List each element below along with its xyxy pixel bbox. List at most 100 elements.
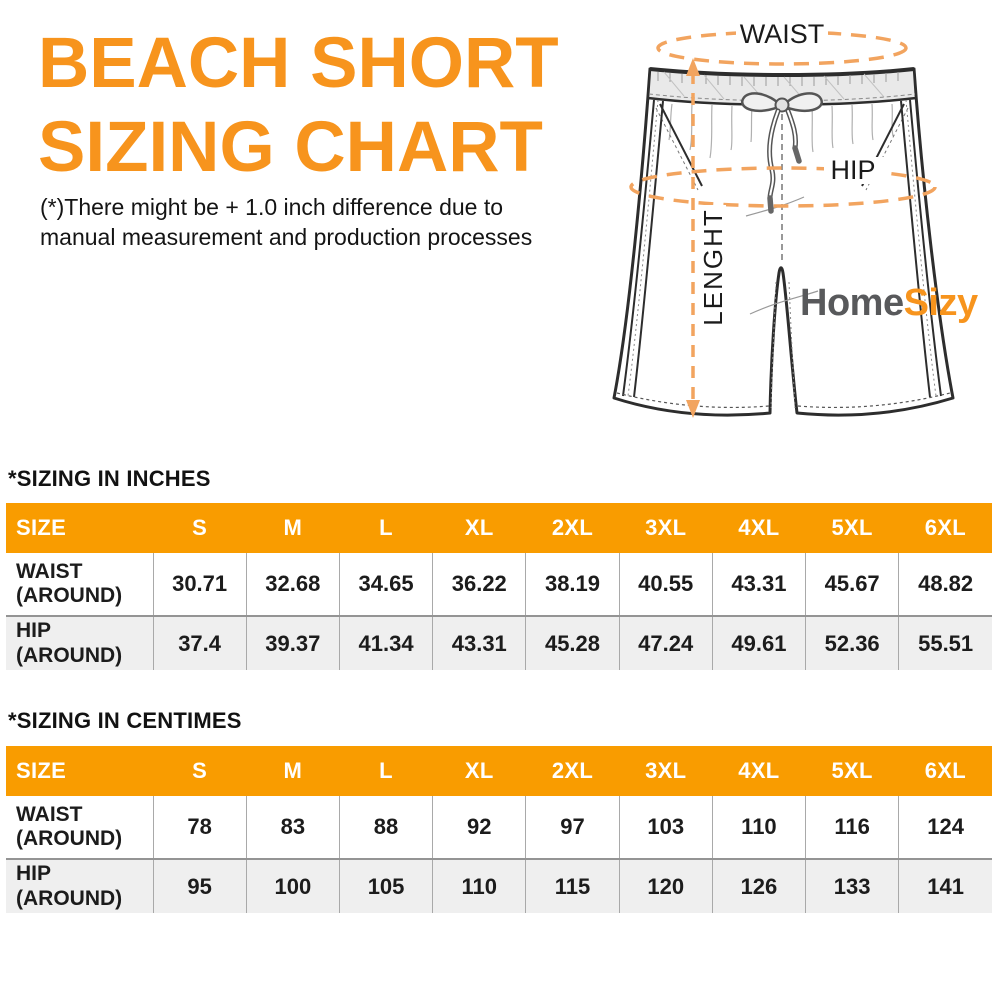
drawstring-right-tail-inner <box>787 110 797 149</box>
table-row: HIP (AROUND) 95 100 105 110 115 120 126 133 141 <box>6 858 992 913</box>
table-cell: 30.71 <box>152 553 247 616</box>
hip-label-bg <box>824 157 884 184</box>
column-header-5xl: 5XL <box>805 503 899 553</box>
right-side-stripe <box>900 99 942 398</box>
inseam-stitch-left <box>770 281 777 409</box>
hip-measure-ellipse <box>629 166 937 208</box>
title-line-1: BEACH SHORT <box>38 24 559 103</box>
table-cell: 120 <box>618 858 713 913</box>
column-header-s: S <box>153 746 247 796</box>
brand-logo-home: Home <box>800 282 904 324</box>
column-header-2xl: 2XL <box>525 503 620 553</box>
row-label: WAIST (AROUND) <box>6 796 153 859</box>
drawstring-right-loop <box>780 92 823 113</box>
table-cell: 43.31 <box>711 553 806 616</box>
column-header-xl: XL <box>432 746 526 796</box>
row-label: HIP (AROUND) <box>6 615 153 670</box>
table-cell: 36.22 <box>432 553 526 616</box>
table-cell: 124 <box>898 796 992 859</box>
table-cell: 88 <box>338 796 433 859</box>
row-label: WAIST (AROUND) <box>6 553 153 616</box>
cm-table-heading: *SIZING IN CENTIMES <box>8 708 242 733</box>
table-cell: 45.67 <box>805 553 899 616</box>
length-arrowhead-up <box>686 58 700 76</box>
column-header-6xl: 6XL <box>898 503 992 553</box>
disclaimer-line-1: (*)There might be + 1.0 inch difference … <box>40 194 504 220</box>
inches-table: SIZE S M L XL 2XL 3XL 4XL 5XL 6XL WAIST (AROUND) 3… <box>6 503 992 670</box>
waistband-top-edge <box>649 67 915 77</box>
table-row: WAIST (AROUND) 30.71 32.68 34.65 36.22 38.19 4… <box>6 553 992 616</box>
brand-logo: HomeSizy <box>800 282 978 324</box>
shorts-figure: WAIST HIP LENGHT HomeSizy <box>600 0 1000 460</box>
table-cell: 41.34 <box>338 615 433 670</box>
page-title: BEACH SHORT SIZING CHART <box>38 22 559 190</box>
column-header-m: M <box>246 503 340 553</box>
table-cell: 126 <box>711 858 806 913</box>
row-label: HIP (AROUND) <box>6 858 153 913</box>
column-header-m: M <box>246 746 340 796</box>
inches-header-row: SIZE S M L XL 2XL 3XL 4XL 5XL 6XL <box>6 503 992 553</box>
title-line-2: SIZING CHART <box>38 108 543 187</box>
length-arrowhead-down <box>686 400 700 418</box>
table-cell: 141 <box>898 858 992 913</box>
left-side-stripe-stitch <box>627 99 659 397</box>
table-cell: 49.61 <box>711 615 806 670</box>
inseam-stitch-right <box>788 281 796 409</box>
table-cell: 133 <box>805 858 899 913</box>
table-row: WAIST (AROUND) 78 83 88 92 97 103 110 116 124 <box>6 796 992 859</box>
size-column-header: SIZE <box>6 746 153 796</box>
table-cell: 103 <box>618 796 713 859</box>
column-header-l: L <box>339 503 433 553</box>
size-column-header: SIZE <box>6 503 153 553</box>
table-cell: 92 <box>432 796 526 859</box>
column-header-4xl: 4XL <box>712 746 806 796</box>
table-cell: 38.19 <box>525 553 620 616</box>
table-cell: 110 <box>432 858 526 913</box>
disclaimer-text: (*)There might be + 1.0 inch difference … <box>40 192 532 252</box>
table-cell: 34.65 <box>338 553 433 616</box>
table-cell: 55.51 <box>898 615 992 670</box>
inches-table-heading: *SIZING IN INCHES <box>8 466 211 491</box>
disclaimer-line-2: manual measurement and production proces… <box>40 224 533 250</box>
column-header-6xl: 6XL <box>898 746 992 796</box>
column-header-3xl: 3XL <box>619 503 713 553</box>
table-cell: 45.28 <box>525 615 620 670</box>
table-cell: 40.55 <box>618 553 713 616</box>
right-side-stripe-stitch <box>905 99 937 397</box>
drawstring-left-loop <box>741 92 784 113</box>
length-label: LENGHT <box>698 208 728 325</box>
waist-label: WAIST <box>740 19 825 49</box>
table-cell: 47.24 <box>618 615 713 670</box>
waistband-gather-ticks <box>657 72 899 86</box>
table-cell: 105 <box>338 858 433 913</box>
column-header-xl: XL <box>432 503 526 553</box>
drawstring-left-aglet <box>767 195 774 214</box>
cm-table: SIZE S M L XL 2XL 3XL 4XL 5XL 6XL WAIST (AROUND) 7… <box>6 746 992 913</box>
table-cell: 95 <box>152 858 247 913</box>
column-header-3xl: 3XL <box>619 746 713 796</box>
table-cell: 115 <box>525 858 620 913</box>
table-cell: 48.82 <box>898 553 992 616</box>
table-cell: 32.68 <box>245 553 340 616</box>
waist-label-bg <box>736 19 828 49</box>
column-header-5xl: 5XL <box>805 746 899 796</box>
table-cell: 97 <box>525 796 620 859</box>
drawstring-left-tail-inner <box>768 110 779 199</box>
column-header-2xl: 2XL <box>525 746 620 796</box>
table-cell: 52.36 <box>805 615 899 670</box>
table-cell: 110 <box>711 796 806 859</box>
left-side-stripe <box>622 99 664 398</box>
column-header-l: L <box>339 746 433 796</box>
column-header-4xl: 4XL <box>712 503 806 553</box>
table-cell: 100 <box>245 858 340 913</box>
cm-header-row: SIZE S M L XL 2XL 3XL 4XL 5XL 6XL <box>6 746 992 796</box>
table-cell: 39.37 <box>245 615 340 670</box>
table-row: HIP (AROUND) 37.4 39.37 41.34 43.31 45.28 47.2… <box>6 615 992 670</box>
crotch-wrinkle-2 <box>749 290 819 315</box>
table-cell: 43.31 <box>432 615 526 670</box>
table-cell: 83 <box>245 796 340 859</box>
waistband-hatch <box>663 71 885 101</box>
table-cell: 116 <box>805 796 899 859</box>
drawstring-right-aglet <box>792 145 802 164</box>
shorts-diagram: WAIST HIP LENGHT HomeSizy <box>612 19 978 418</box>
